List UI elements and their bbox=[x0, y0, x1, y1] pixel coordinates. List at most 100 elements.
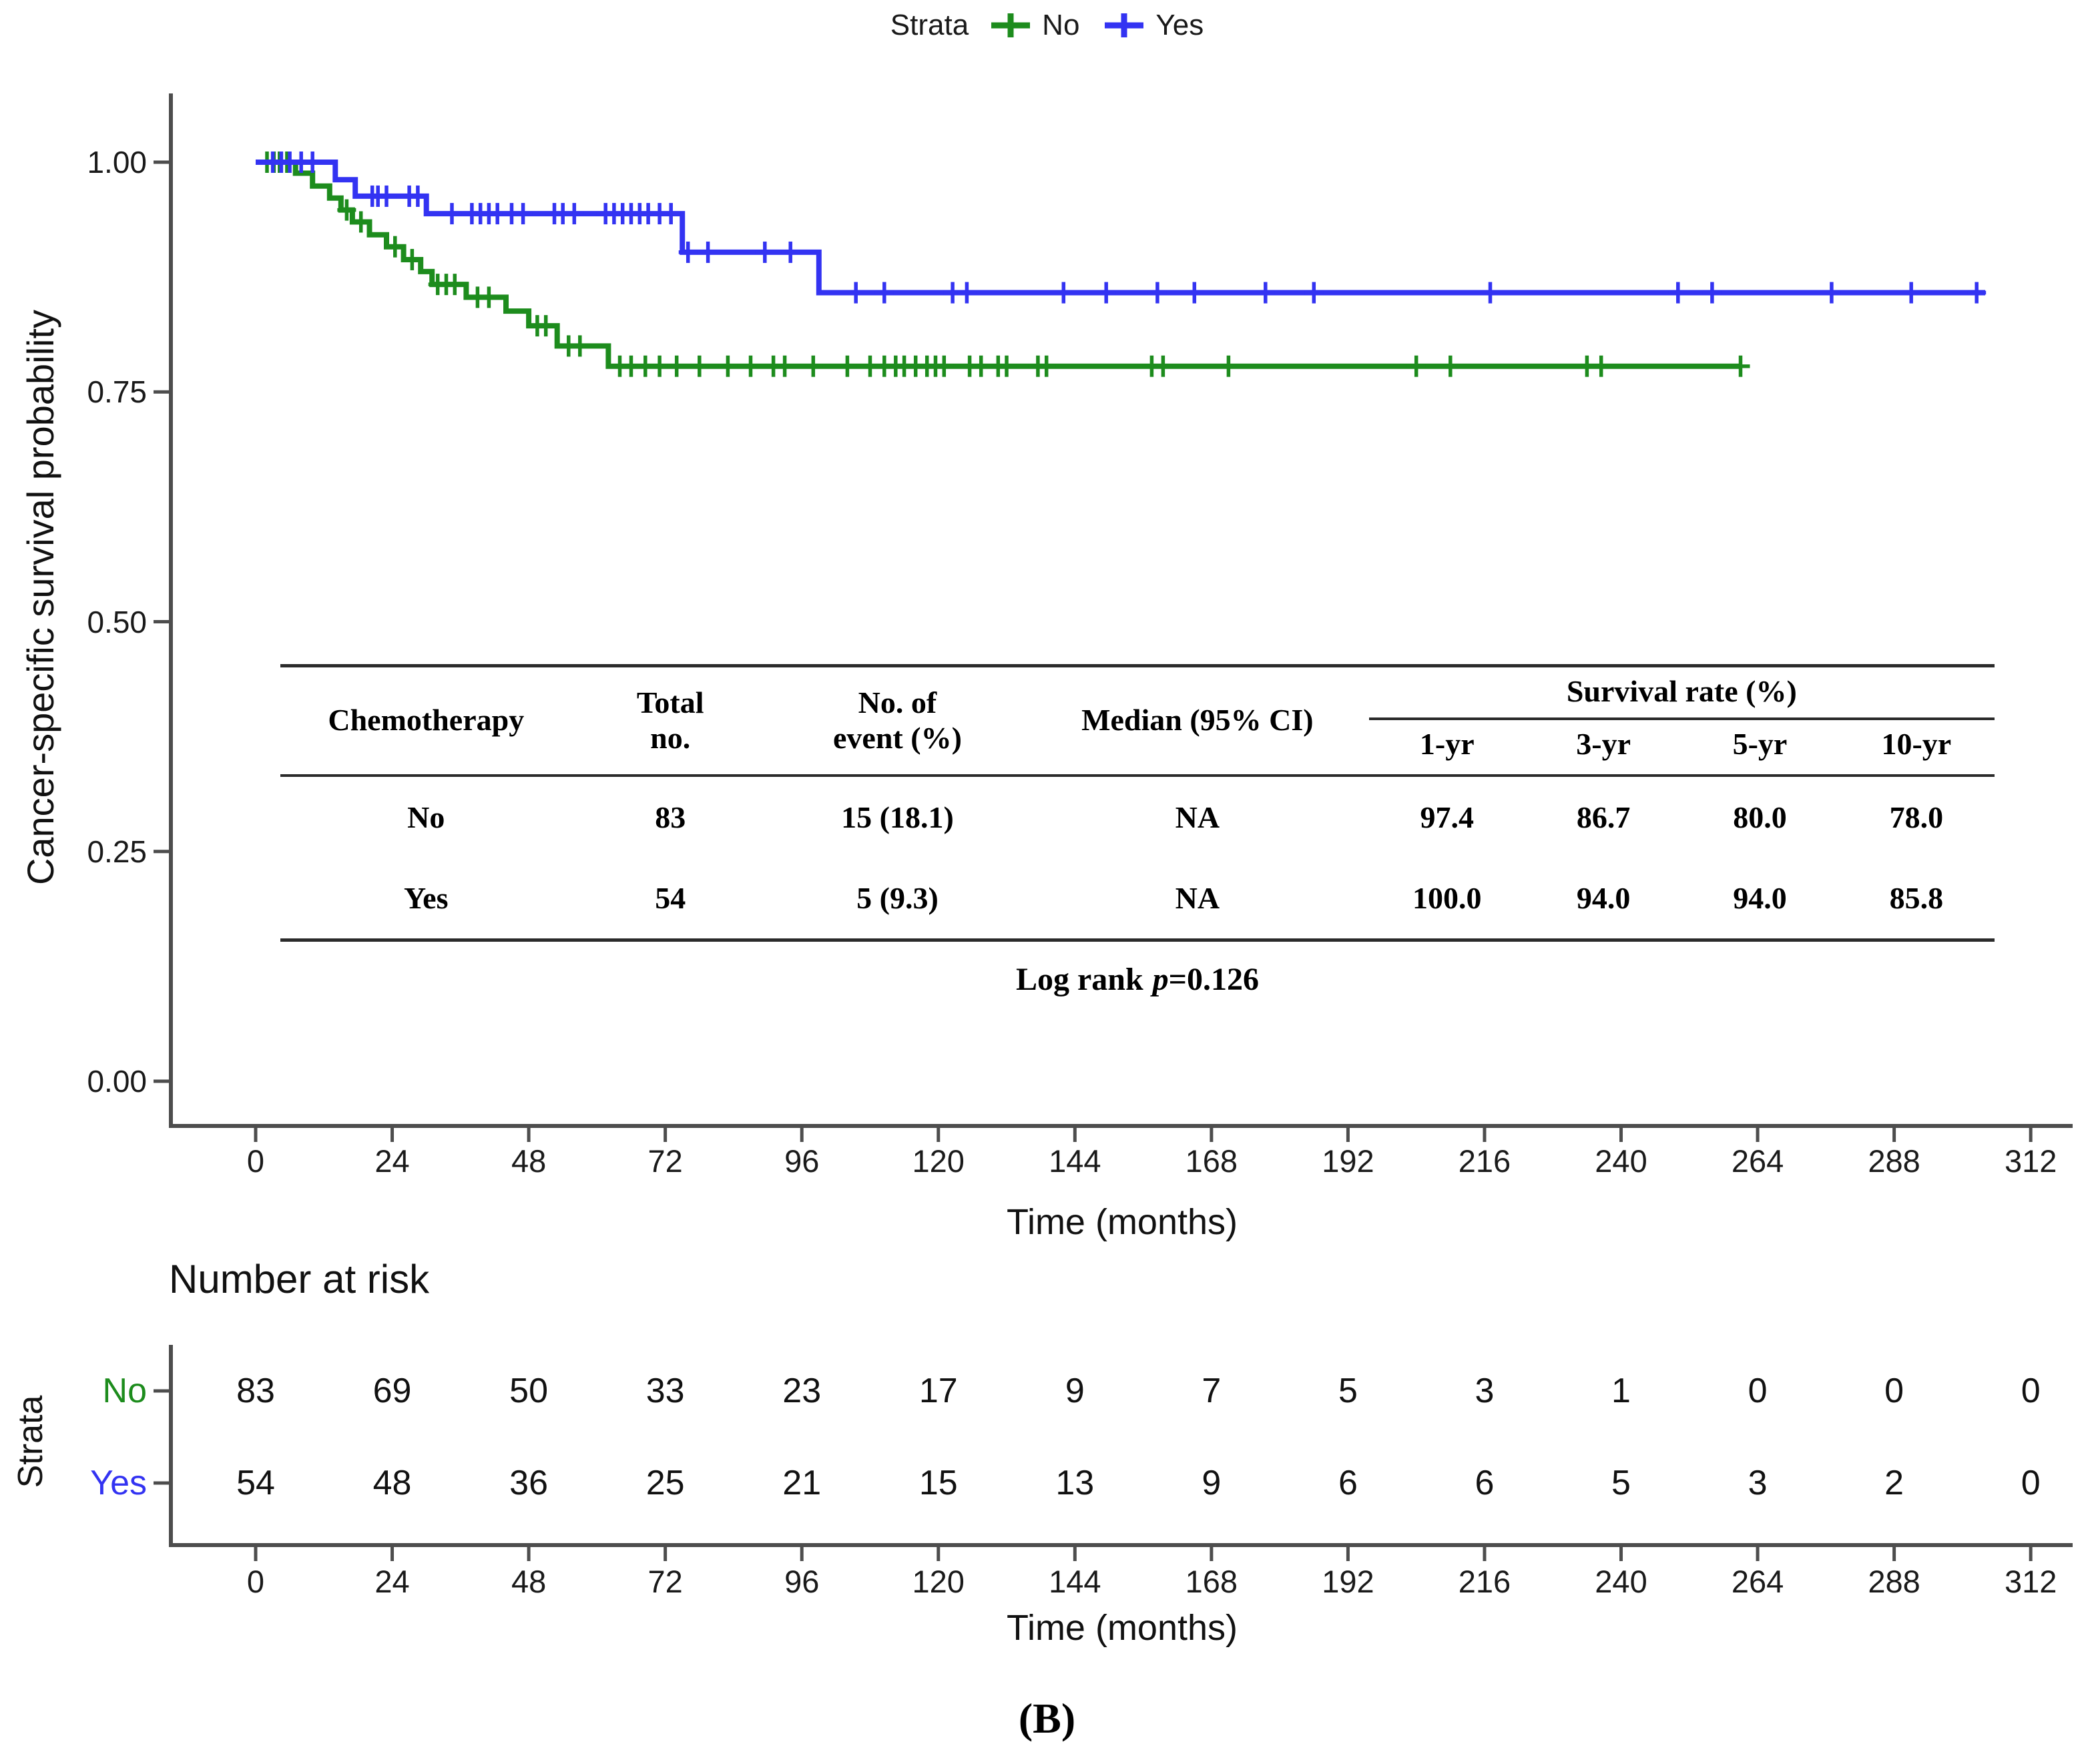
risk-count: 7 bbox=[1202, 1372, 1222, 1410]
risk-count: 5 bbox=[1611, 1464, 1631, 1502]
risk-count: 0 bbox=[1748, 1372, 1768, 1410]
x-tick-label: 240 bbox=[1595, 1143, 1647, 1179]
y-tick-label: 0.25 bbox=[87, 834, 147, 869]
risk-count: 23 bbox=[782, 1372, 822, 1410]
panel-caption: (B) bbox=[1018, 1695, 1076, 1742]
col-header-survival-rate: Survival rate (%) bbox=[1368, 665, 1995, 720]
km-curve-yes bbox=[256, 160, 1985, 296]
risk-table-title: Number at risk bbox=[169, 1257, 430, 1301]
col-header-year: 1-yr bbox=[1419, 726, 1475, 761]
log-rank-p-symbol: p bbox=[1152, 962, 1169, 997]
x-tick-label: 120 bbox=[912, 1143, 965, 1179]
legend-items: No Yes bbox=[989, 9, 1204, 42]
x-axis-title-main: Time (months) bbox=[1006, 1202, 1238, 1242]
legend-title: Strata bbox=[890, 9, 969, 41]
log-rank-annotation: Log rank p=0.126 bbox=[280, 961, 1995, 998]
y-tick-label: 0.00 bbox=[87, 1064, 147, 1099]
risk-count: 33 bbox=[645, 1372, 685, 1410]
x-tick-label: 24 bbox=[374, 1143, 410, 1179]
x-tick-label: 48 bbox=[511, 1143, 547, 1179]
x-tick-label: 240 bbox=[1595, 1564, 1647, 1599]
x-tick-label: 72 bbox=[647, 1564, 683, 1599]
cell-events: 15 (18.1) bbox=[841, 800, 954, 834]
risk-count: 25 bbox=[645, 1464, 685, 1502]
x-tick-label: 144 bbox=[1049, 1564, 1101, 1599]
cell-rate: 94.0 bbox=[1733, 880, 1787, 915]
risk-count: 83 bbox=[236, 1372, 275, 1410]
legend-item-yes: Yes bbox=[1102, 9, 1204, 42]
legend-item-label: No bbox=[1042, 9, 1080, 41]
x-tick-label: 48 bbox=[511, 1564, 547, 1599]
risk-count: 6 bbox=[1338, 1464, 1358, 1502]
risk-count: 13 bbox=[1055, 1464, 1095, 1502]
x-tick-label: 96 bbox=[784, 1564, 820, 1599]
risk-count: 15 bbox=[919, 1464, 958, 1502]
risk-row-label-yes: Yes bbox=[90, 1464, 147, 1502]
col-header-year: 10-yr bbox=[1881, 726, 1952, 761]
x-tick-label: 0 bbox=[246, 1143, 265, 1179]
x-tick-label: 288 bbox=[1868, 1564, 1920, 1599]
x-tick-label: 24 bbox=[374, 1564, 410, 1599]
y-tick-label: 1.00 bbox=[87, 145, 147, 180]
risk-count: 9 bbox=[1065, 1372, 1085, 1410]
cell-rate: 100.0 bbox=[1412, 880, 1482, 915]
risk-count: 0 bbox=[2021, 1372, 2041, 1410]
x-tick-label: 312 bbox=[2004, 1564, 2057, 1599]
x-tick-label: 264 bbox=[1731, 1564, 1784, 1599]
x-tick-label: 168 bbox=[1185, 1143, 1238, 1179]
cell-rate: 94.0 bbox=[1576, 880, 1631, 915]
x-tick-label: 120 bbox=[912, 1564, 965, 1599]
risk-axis-title: Strata bbox=[11, 1395, 50, 1488]
table-row: No 83 15 (18.1) NA 97.4 86.7 80.0 78.0 bbox=[280, 776, 1995, 858]
legend-item-label: Yes bbox=[1155, 9, 1204, 41]
x-tick-label: 72 bbox=[647, 1143, 683, 1179]
col-header-year: 3-yr bbox=[1576, 726, 1631, 761]
risk-count: 5 bbox=[1338, 1372, 1358, 1410]
risk-row-label-no: No bbox=[102, 1372, 147, 1410]
y-tick-label: 0.50 bbox=[87, 604, 147, 639]
risk-count: 50 bbox=[509, 1372, 549, 1410]
x-tick-label: 144 bbox=[1049, 1143, 1101, 1179]
x-tick-label: 216 bbox=[1458, 1564, 1511, 1599]
x-axis-title-bottom: Time (months) bbox=[1006, 1608, 1238, 1648]
log-rank-value: =0.126 bbox=[1168, 962, 1260, 997]
y-tick-label: 0.75 bbox=[87, 374, 147, 410]
censor-plus-icon bbox=[1105, 13, 1144, 37]
risk-count: 3 bbox=[1475, 1372, 1495, 1410]
risk-count: 3 bbox=[1748, 1464, 1768, 1502]
y-axis-title: Cancer-specific survival probability bbox=[19, 309, 61, 886]
x-tick-label: 288 bbox=[1868, 1143, 1920, 1179]
cell-rate: 85.8 bbox=[1889, 880, 1944, 915]
col-header-median: Median (95% CI) bbox=[1081, 703, 1314, 738]
risk-count: 2 bbox=[1884, 1464, 1904, 1502]
cell-median: NA bbox=[1175, 800, 1220, 834]
x-tick-label: 168 bbox=[1185, 1564, 1238, 1599]
x-tick-label: 0 bbox=[246, 1564, 265, 1599]
km-curve-no bbox=[256, 160, 1741, 369]
col-header-year: 5-yr bbox=[1732, 726, 1788, 761]
censor-plus-icon bbox=[991, 13, 1031, 37]
cell-events: 5 (9.3) bbox=[856, 880, 939, 915]
risk-count: 1 bbox=[1611, 1372, 1631, 1410]
risk-count: 17 bbox=[919, 1372, 958, 1410]
risk-count: 0 bbox=[1884, 1372, 1904, 1410]
cell-chemotherapy: Yes bbox=[404, 880, 449, 915]
risk-count: 48 bbox=[372, 1464, 412, 1502]
cell-rate: 97.4 bbox=[1420, 800, 1475, 834]
table-row: Yes 54 5 (9.3) NA 100.0 94.0 94.0 85.8 bbox=[280, 858, 1995, 940]
risk-count: 9 bbox=[1202, 1464, 1222, 1502]
log-rank-prefix: Log rank bbox=[1015, 962, 1143, 997]
survival-summary-table: Chemotherapy Total no. No. of event (%) Media… bbox=[280, 664, 1995, 942]
x-tick-label: 192 bbox=[1322, 1143, 1374, 1179]
cell-median: NA bbox=[1175, 880, 1220, 915]
x-tick-label: 264 bbox=[1731, 1143, 1784, 1179]
col-header-total: Total no. bbox=[636, 685, 704, 755]
col-header-chemotherapy: Chemotherapy bbox=[328, 703, 525, 738]
x-tick-label: 312 bbox=[2004, 1143, 2057, 1179]
cell-total: 83 bbox=[655, 800, 686, 834]
risk-count: 69 bbox=[372, 1372, 412, 1410]
x-tick-label: 192 bbox=[1322, 1564, 1374, 1599]
legend: Strata No Yes bbox=[0, 0, 2094, 51]
